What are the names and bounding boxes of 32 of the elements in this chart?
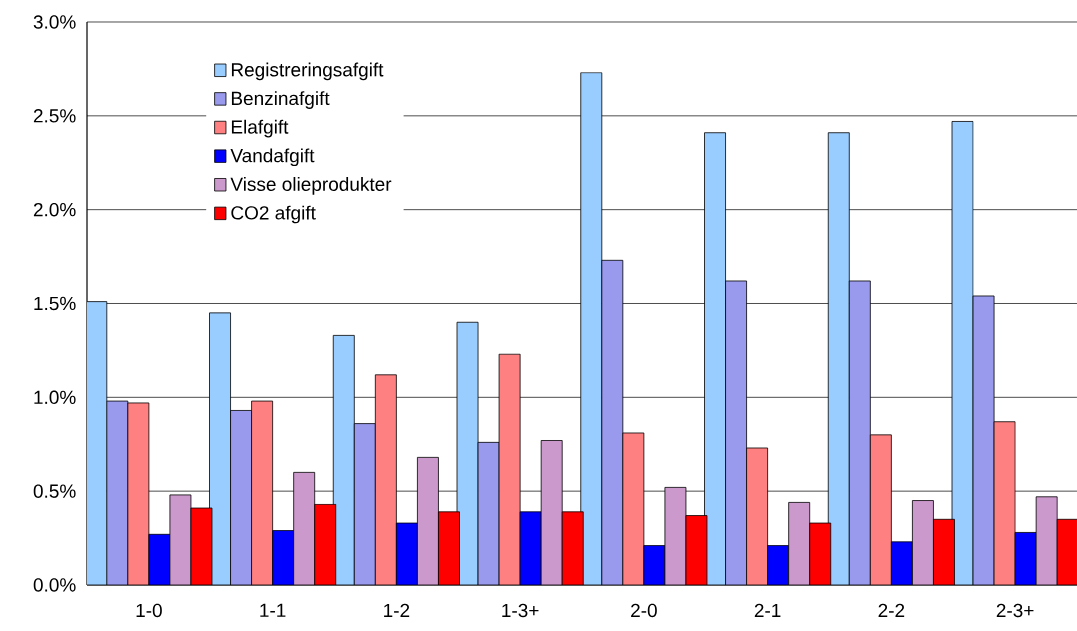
bar xyxy=(1014,532,1037,585)
legend-label: Elafgift xyxy=(231,119,289,138)
legend-label: Visse olieprodukter xyxy=(230,177,392,195)
x-tick-label: 2-1 xyxy=(754,603,781,617)
x-tick-label: 1-1 xyxy=(260,603,286,617)
y-tick-label: 1.5% xyxy=(34,296,76,311)
y-tick-label: 0.5% xyxy=(33,484,76,498)
legend-label: Vandafgift xyxy=(230,148,315,167)
x-tick-label: 1-0 xyxy=(136,603,162,618)
bar xyxy=(396,523,418,585)
bar xyxy=(438,511,460,585)
bar xyxy=(562,511,584,585)
legend-label: Registreringsafgift xyxy=(231,62,384,81)
bar xyxy=(933,519,955,585)
y-tick-label: 1.0% xyxy=(34,390,76,405)
bar xyxy=(314,504,336,585)
bar xyxy=(767,545,789,585)
x-tick-label: 1-3+ xyxy=(502,603,539,618)
legend-label: CO2 afgift xyxy=(231,205,316,224)
bar xyxy=(520,511,542,585)
y-tick-label: 0.0% xyxy=(33,578,76,592)
x-tick-label: 2-3+ xyxy=(996,603,1034,618)
y-tick-label: 3.0% xyxy=(33,15,76,29)
bar xyxy=(272,530,294,585)
x-tick-label: 2-2 xyxy=(878,603,905,617)
y-tick-label: 2.5% xyxy=(33,109,76,123)
legend-label: Benzinafgift xyxy=(231,91,330,109)
bar xyxy=(891,541,913,585)
y-tick-label: 2.0% xyxy=(33,202,76,217)
x-tick-label: 1-2 xyxy=(384,603,410,617)
x-tick-label: 2-0 xyxy=(631,603,657,618)
bar xyxy=(809,523,831,585)
